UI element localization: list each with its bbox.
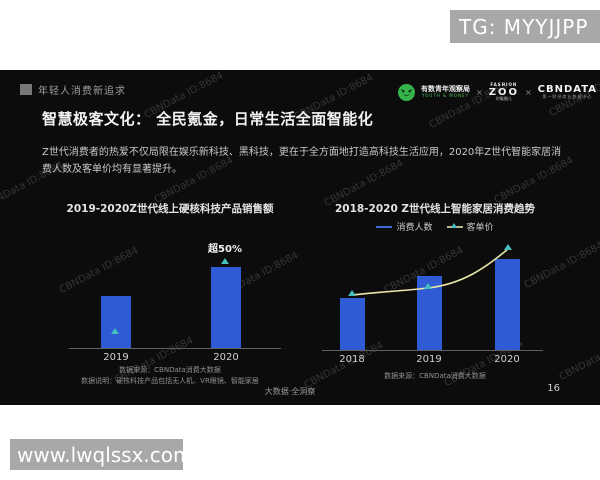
left-chart-footnotes: 数据来源：CBNData消费大数据 数据说明：硬核科技产品包括无人机、VR眼镜、…	[50, 365, 290, 387]
bar-2018-right-chart	[340, 298, 365, 350]
left-chart-note: 数据说明：硬核科技产品包括无人机、VR眼镜、智能家居	[81, 376, 259, 385]
logo-separator: ×	[476, 87, 483, 97]
site-watermark-box: www.lwqlssx.com	[10, 439, 193, 470]
tg-watermark-box: TG: MYYJJPP	[450, 10, 600, 43]
fashion-zoo-top: FASHION	[490, 82, 518, 88]
right-chart-tick-2020: 2020	[494, 354, 520, 365]
diagonal-watermark: CBNData ID:8684	[557, 332, 600, 383]
left-chart-tick-2020: 2020	[213, 352, 239, 363]
left-chart-x-axis	[69, 348, 281, 349]
legend-item-consumers: 消费人数	[376, 220, 433, 233]
legend-label-price: 客单价	[466, 223, 494, 233]
logo-partner1: 有数青年观察局 YOUTH & MONEY	[421, 84, 470, 98]
header-bullet-square	[20, 84, 32, 95]
right-chart-x-axis	[322, 350, 543, 351]
logo-fashion-zoo: FASHION ZOO 时髦圈儿	[488, 82, 519, 101]
page-number: 16	[547, 383, 560, 394]
legend-blue-line-swatch	[376, 225, 393, 228]
right-chart-tick-2018: 2018	[339, 354, 365, 365]
bar-2020-right-chart	[495, 259, 520, 350]
logo-cbndata: CBNDATA 第一财经商业数据中心	[538, 84, 597, 99]
growth-triangle-icon	[111, 328, 119, 334]
line-marker-2019-icon	[424, 283, 432, 289]
report-slide: CBNData ID:8684 CBNData ID:8684 CBNData …	[0, 70, 600, 405]
left-chart-source: 数据来源：CBNData消费大数据	[119, 366, 221, 374]
green-mascot-logo-icon	[398, 83, 415, 101]
diagonal-watermark: CBNData ID:8684	[57, 245, 141, 296]
fashion-zoo-wordmark: ZOO	[488, 86, 519, 98]
footer-caption: 大数据·全洞察	[264, 387, 316, 396]
right-chart-legend: 消费人数 客单价	[320, 220, 550, 233]
slide-body-text: Z世代消费者的热爱不仅局限在娱乐新科技、黑科技，更在于全方面地打造高科技生活应用…	[42, 147, 562, 175]
partner1-name: 有数青年观察局	[421, 84, 470, 93]
cbndata-wordmark: CBNDATA	[537, 84, 598, 96]
legend-triangle-marker-icon	[450, 222, 457, 228]
right-chart-source: 数据来源：CBNData消费大数据	[384, 372, 486, 380]
partner-logos: 有数青年观察局 YOUTH & MONEY × FASHION ZOO 时髦圈儿…	[398, 79, 597, 105]
slide-title: 智慧极客文化： 全民氪金，日常生活全面智能化	[42, 110, 374, 128]
tg-watermark-text: TG: MYYJJPP	[459, 14, 589, 39]
partner1-subtitle: YOUTH & MONEY	[422, 92, 469, 98]
bar-2020-left-chart	[211, 267, 241, 348]
growth-triangle-icon	[221, 258, 229, 264]
bar-2019-left-chart	[101, 296, 131, 348]
price-trend-line	[351, 248, 509, 296]
right-chart-title: 2018-2020 Z世代线上智能家居消费趋势	[334, 203, 536, 215]
line-marker-2018-icon	[348, 290, 356, 296]
line-marker-2020-icon	[504, 244, 512, 250]
legend-item-price: 客单价	[446, 220, 494, 233]
left-chart-title: 2019-2020Z世代线上硬核科技产品销售额	[66, 203, 274, 215]
left-chart-tick-2019: 2019	[103, 352, 129, 363]
cbndata-subtitle: 第一财经商业数据中心	[542, 94, 593, 100]
left-chart-annotation: 超50%	[208, 244, 242, 255]
section-header-label: 年轻人消费新追求	[38, 86, 126, 97]
site-watermark-text: www.lwqlssx.com	[17, 442, 193, 467]
legend-label-consumers: 消费人数	[396, 223, 433, 233]
fashion-zoo-subtitle: 时髦圈儿	[495, 95, 512, 101]
logo-separator: ×	[524, 87, 532, 97]
legend-yellow-line-swatch	[446, 222, 463, 228]
right-chart-tick-2019: 2019	[416, 354, 442, 365]
